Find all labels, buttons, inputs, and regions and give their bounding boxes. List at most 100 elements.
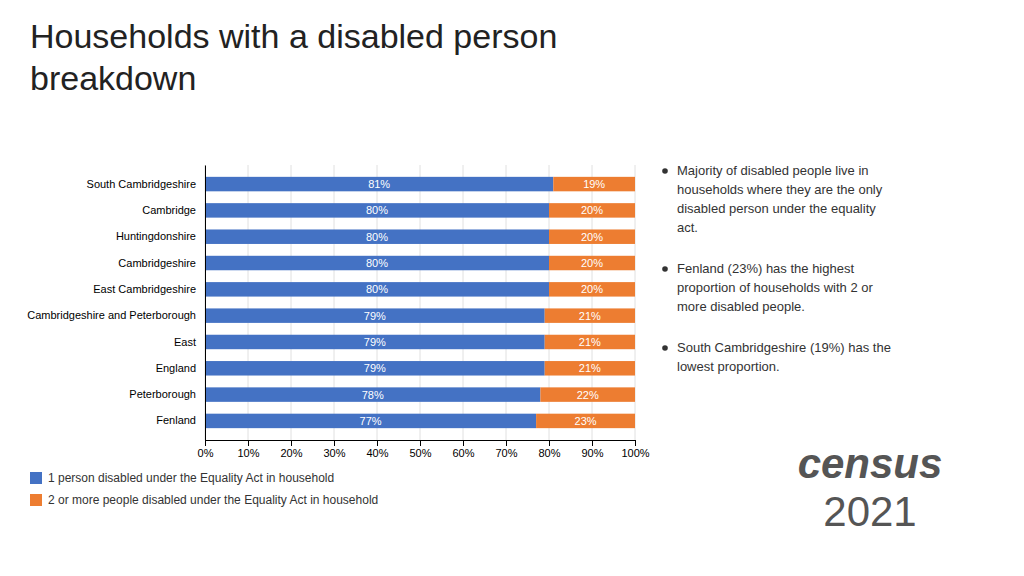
bar xyxy=(549,203,635,217)
data-label: 21% xyxy=(579,336,601,348)
bullet-marker xyxy=(662,345,668,351)
tick: 20% xyxy=(280,440,302,459)
bar-series xyxy=(205,177,553,428)
data-label: 19% xyxy=(583,178,605,190)
tspan: breakdown xyxy=(30,59,196,97)
tick-label: 0% xyxy=(198,447,214,459)
bar xyxy=(536,414,635,428)
annotation-line: proportion of households with 2 or xyxy=(677,280,874,295)
bar xyxy=(205,414,536,428)
data-label: 81% xyxy=(368,178,390,190)
annotation: Majority of disabled people live in house… xyxy=(677,163,883,235)
logo-line: census xyxy=(798,440,943,487)
tick-mark xyxy=(248,440,249,446)
tick-mark xyxy=(291,440,292,446)
tick-label: East xyxy=(174,335,196,347)
x-axis: 0% 10% 20% 30% 40% 50% 60% 70% 80% 90% 100% xyxy=(198,440,650,459)
tick: 30% xyxy=(323,440,345,459)
tick: Cambridge xyxy=(142,204,196,216)
bar xyxy=(205,203,549,217)
data-label: 79% xyxy=(364,362,386,374)
tick: 100% xyxy=(621,440,649,459)
bar xyxy=(205,177,553,191)
tick: 90% xyxy=(581,440,603,459)
bar xyxy=(205,256,549,270)
bar xyxy=(205,229,549,243)
legend-item: 1 person disabled under the Equality Act… xyxy=(30,471,334,485)
tick-label: 80% xyxy=(538,447,560,459)
tick: 80% xyxy=(538,440,560,459)
bar xyxy=(205,335,545,349)
data-label: 80% xyxy=(366,257,388,269)
tick-label: East Cambridgeshire xyxy=(93,283,196,295)
bar xyxy=(545,308,635,322)
data-label: 20% xyxy=(581,231,603,243)
tick-label: 100% xyxy=(621,447,649,459)
data-label: 78% xyxy=(362,389,384,401)
tick-label: 50% xyxy=(409,447,431,459)
tick-mark xyxy=(205,440,206,446)
tick: East xyxy=(174,335,196,347)
data-labels: 81%80%80%80%80%79%79%79%78%77%19%20%20%2… xyxy=(360,178,606,427)
tick: 40% xyxy=(366,440,388,459)
tick: 50% xyxy=(409,440,431,459)
tick-label: Fenland xyxy=(156,414,196,426)
chart-container: Households with a disabled personbreakdo… xyxy=(0,0,1024,576)
annotation-line: South Cambridgeshire (19%) has the xyxy=(677,340,891,355)
tick: Cambridgeshire and Peterborough xyxy=(27,309,196,321)
legend-swatch xyxy=(30,494,42,506)
tick-label: Cambridge xyxy=(142,204,196,216)
data-label: 79% xyxy=(364,336,386,348)
tick-mark xyxy=(506,440,507,446)
annotation-line: more disabled people. xyxy=(677,299,805,314)
legend-label: 2 or more people disabled under the Equa… xyxy=(48,493,378,507)
legend: 1 person disabled under the Equality Act… xyxy=(30,471,378,507)
bar xyxy=(205,387,540,401)
tick-mark xyxy=(635,440,636,446)
data-label: 21% xyxy=(579,310,601,322)
tick-label: 20% xyxy=(280,447,302,459)
bar-series xyxy=(536,177,635,428)
bullet-marker xyxy=(662,266,668,272)
tick: 10% xyxy=(237,440,259,459)
tick-label: 70% xyxy=(495,447,517,459)
tick-label: Huntingdonshire xyxy=(116,230,196,242)
tick-label: 10% xyxy=(237,447,259,459)
tick: England xyxy=(156,362,196,374)
tick-label: Cambridgeshire xyxy=(118,257,196,269)
tick-label: South Cambridgeshire xyxy=(87,178,196,190)
annotation-line: Fenland (23%) has the highest xyxy=(677,261,854,276)
bar xyxy=(549,229,635,243)
tick-mark xyxy=(463,440,464,446)
data-label: 20% xyxy=(581,204,603,216)
bars xyxy=(205,177,635,428)
annotation-line: households where they are the only xyxy=(677,182,883,197)
data-label: 79% xyxy=(364,310,386,322)
data-label: 20% xyxy=(581,283,603,295)
data-label: 80% xyxy=(366,231,388,243)
tick-mark xyxy=(334,440,335,446)
tick-label: 60% xyxy=(452,447,474,459)
logo-text: census2021 xyxy=(798,440,943,535)
data-label: 21% xyxy=(579,362,601,374)
grid xyxy=(205,165,635,440)
tick: South Cambridgeshire xyxy=(87,178,196,190)
tick-mark xyxy=(549,440,550,446)
bar xyxy=(545,335,635,349)
bar xyxy=(553,177,635,191)
annotation: Fenland (23%) has the highest proportion … xyxy=(677,261,874,314)
tick: Peterborough xyxy=(129,388,196,400)
legend-label: 1 person disabled under the Equality Act… xyxy=(48,471,334,485)
tick-label: England xyxy=(156,362,196,374)
annotations: Majority of disabled people live in house… xyxy=(662,163,942,535)
data-label: 23% xyxy=(575,415,597,427)
tick: 0% xyxy=(198,440,214,459)
annotation-line: Majority of disabled people live in xyxy=(677,163,869,178)
bar xyxy=(549,256,635,270)
annotation-line: act. xyxy=(677,220,698,235)
tick: Cambridgeshire xyxy=(118,257,196,269)
tick-label: 40% xyxy=(366,447,388,459)
bar xyxy=(545,361,635,375)
tick-label: Cambridgeshire and Peterborough xyxy=(27,309,196,321)
bullet-marker xyxy=(662,168,668,174)
